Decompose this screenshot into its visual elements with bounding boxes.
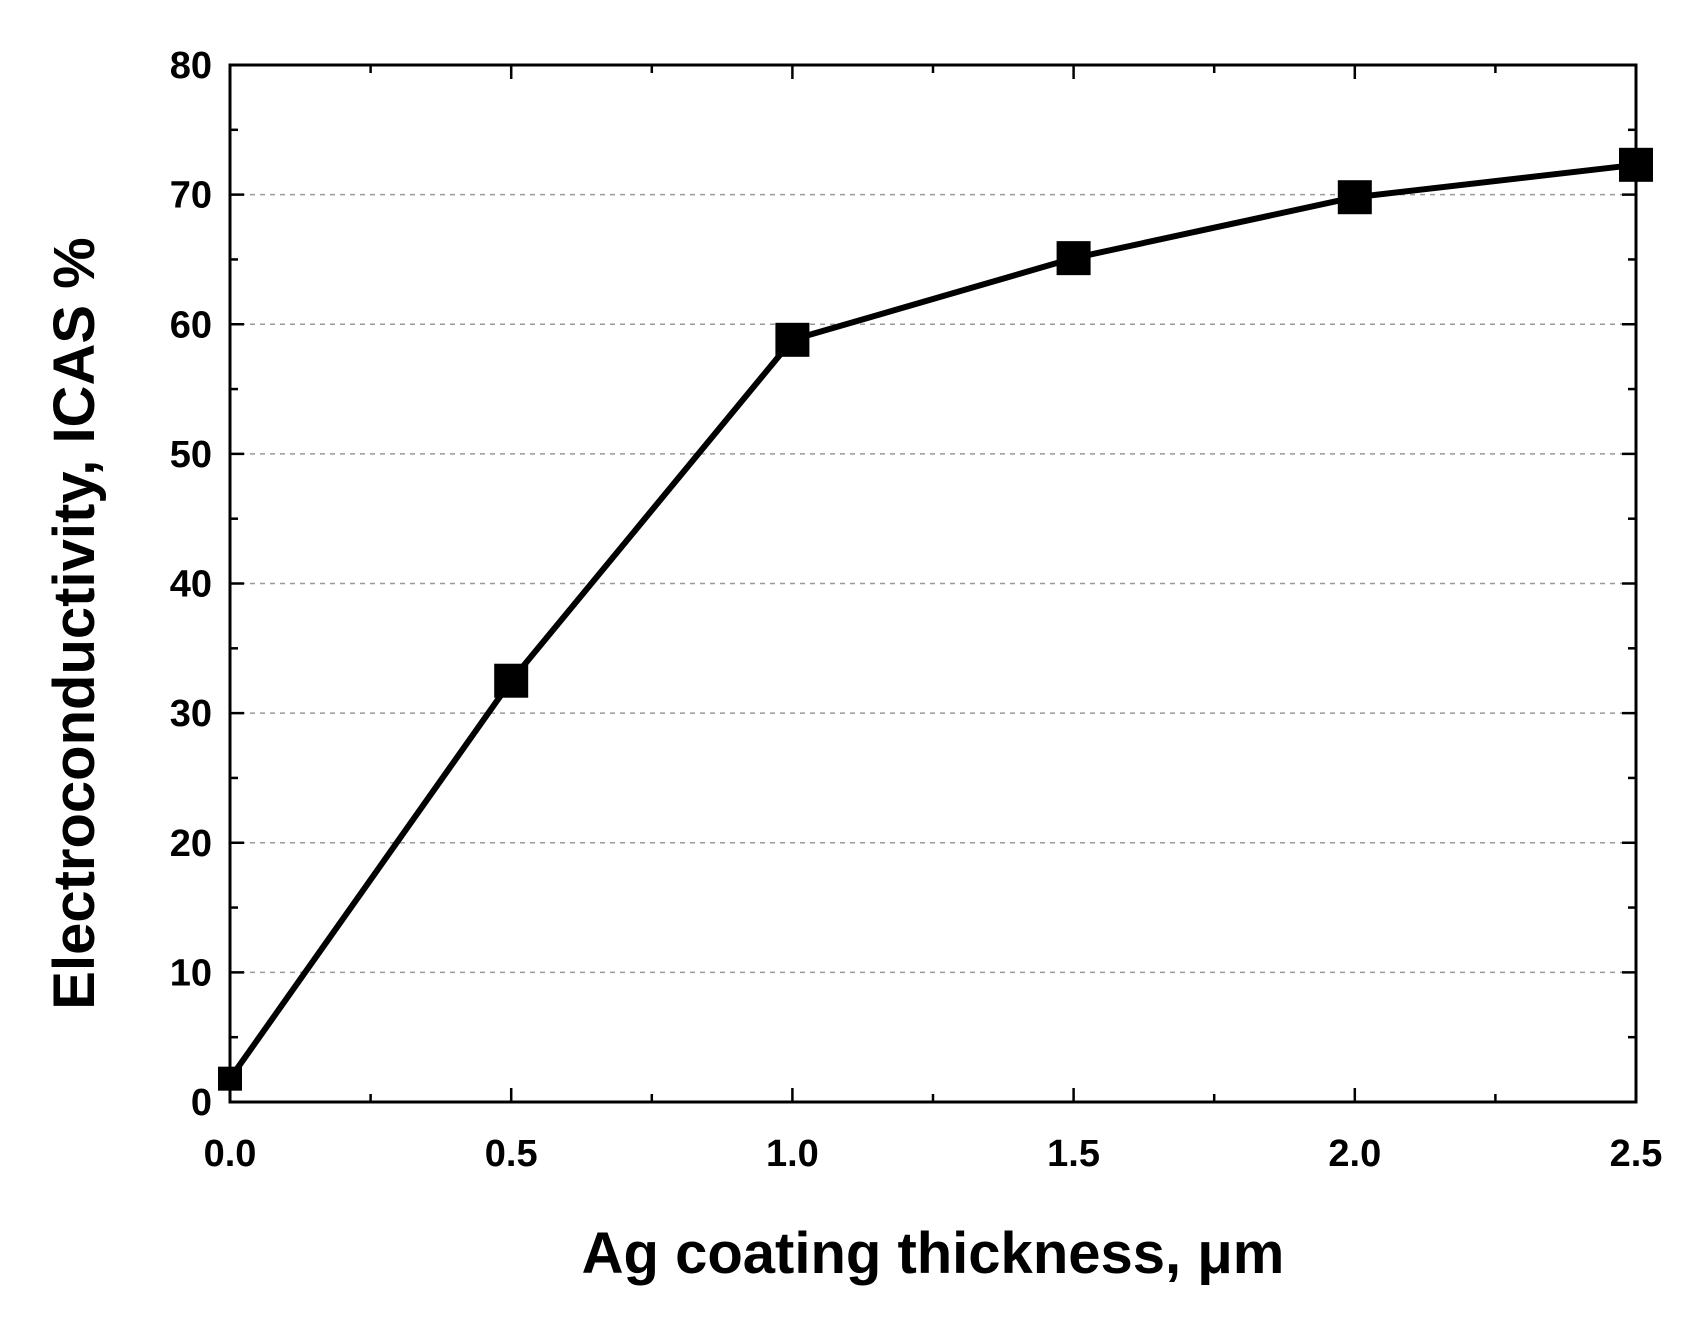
y-tick-label-50: 50: [170, 434, 212, 476]
x-tick-label-2.5: 2.5: [1610, 1133, 1663, 1175]
x-tick-label-0.5: 0.5: [485, 1133, 538, 1175]
axis-ticks: [228, 63, 1638, 1104]
series-line-0: [227, 161, 1637, 1081]
y-tick-label-30: 30: [170, 693, 212, 735]
data-point-1: [775, 322, 810, 357]
data-point-1.5: [1056, 241, 1091, 276]
x-tick-label-0.0: 0.0: [204, 1133, 257, 1175]
y-tick-label-20: 20: [170, 823, 212, 865]
y-axis-title: Electroconductivity, ICAS %: [42, 237, 107, 1009]
data-point-2: [1337, 180, 1372, 215]
x-tick-label-1.5: 1.5: [1047, 1133, 1100, 1175]
y-tick-label-0: 0: [191, 1082, 212, 1124]
x-axis-title: Ag coating thickness, μm: [582, 1221, 1285, 1286]
x-tick-label-2.0: 2.0: [1328, 1133, 1381, 1175]
y-tick-label-80: 80: [170, 45, 212, 87]
y-tick-label-10: 10: [170, 952, 212, 994]
y-tick-label-60: 60: [170, 304, 212, 346]
grid-lines: [230, 193, 1636, 974]
tick-labels: 0 10 20 30 40 50 60 70 80 0.0 0.5 1.0 1.5 2.0 2.5: [170, 45, 1663, 1175]
x-tick-label-1.0: 1.0: [766, 1133, 819, 1175]
y-tick-label-40: 40: [170, 564, 212, 606]
y-tick-label-70: 70: [170, 175, 212, 217]
data-point-0.5: [494, 663, 529, 698]
